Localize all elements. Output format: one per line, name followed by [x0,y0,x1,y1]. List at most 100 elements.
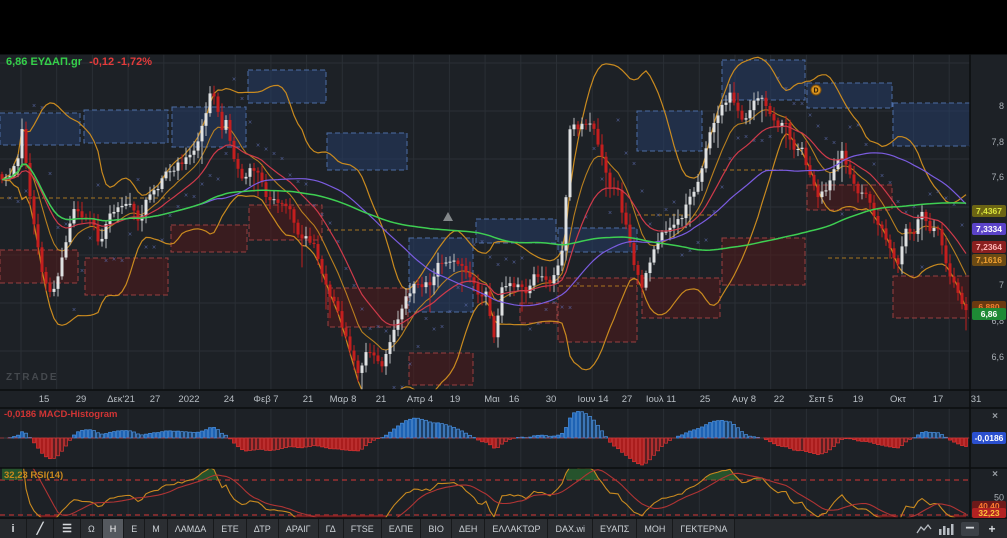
ticker-button-ΑΡΑΙΓ[interactable]: ΑΡΑΙΓ [278,519,319,538]
ticker-button-Η[interactable]: Η [102,519,125,538]
svg-text:×: × [112,257,116,264]
svg-text:6,880: 6,880 [978,302,1000,312]
ticker-button-ΕΛΛΑΚΤΩΡ[interactable]: ΕΛΛΑΚΤΩΡ [485,519,549,538]
ticker-button-FTSE[interactable]: FTSE [343,519,382,538]
svg-text:×: × [152,245,156,252]
svg-text:Μαι: Μαι [484,394,500,405]
svg-text:×: × [648,222,652,229]
svg-text:×: × [488,254,492,261]
svg-text:×: × [16,199,20,206]
svg-text:×: × [280,156,284,163]
svg-text:×: × [440,324,444,331]
ticker-button-ΔΤΡ[interactable]: ΔΤΡ [246,519,279,538]
ticker-button-ΔΕΗ[interactable]: ΔΕΗ [451,519,486,538]
svg-text:×: × [128,231,132,238]
svg-text:×: × [800,101,804,108]
svg-text:×: × [888,180,892,187]
svg-text:×: × [184,193,188,200]
svg-text:×: × [400,384,404,391]
svg-text:×: × [40,105,44,112]
svg-text:×: × [424,316,428,323]
zoom-in-button[interactable]: + [988,521,996,536]
svg-text:27: 27 [150,394,161,405]
svg-text:×: × [456,285,460,292]
svg-text:×: × [408,362,412,369]
svg-text:Απρ 4: Απρ 4 [407,394,433,405]
zones-layer [0,59,970,386]
svg-text:×: × [768,134,772,141]
price-badge-band-mid-value: 7,1616 [972,254,1006,266]
svg-text:Φεβ 7: Φεβ 7 [253,394,278,405]
ticker-button-ΓΕΚΤΕΡΝΑ[interactable]: ΓΕΚΤΕΡΝΑ [673,519,736,538]
svg-text:27: 27 [622,394,633,405]
ticker-button-ΕΤΕ[interactable]: ΕΤΕ [214,519,247,538]
svg-text:×: × [264,147,268,154]
svg-text:×: × [944,196,948,203]
svg-text:×: × [824,136,828,143]
ticker-button-Ε[interactable]: Ε [124,519,146,538]
svg-text:×: × [376,324,380,331]
svg-text:×: × [480,239,484,246]
ticker-button-ΛΑΜΔΑ[interactable]: ΛΑΜΔΑ [167,519,215,538]
svg-text:2022: 2022 [178,394,199,405]
svg-text:×: × [328,220,332,227]
svg-text:×: × [64,222,68,229]
ticker-button-ΕΛΠΕ[interactable]: ΕΛΠΕ [381,519,422,538]
svg-text:×: × [384,329,388,336]
svg-text:×: × [608,210,612,217]
price-axis: 8 7,8 7,6 7 6,8 6,6 50 [991,101,1004,503]
svg-text:8: 8 [999,101,1004,111]
ticker-button-DAX.wi[interactable]: DAX.wi [548,519,593,538]
svg-text:×: × [432,327,436,334]
svg-text:×: × [808,113,812,120]
svg-text:7,1616: 7,1616 [976,255,1002,265]
svg-text:×: × [552,300,556,307]
svg-text:×: × [624,150,628,157]
ticker-button-ΓΔ[interactable]: ΓΔ [318,519,344,538]
macd-layer [0,411,970,466]
line-chart-icon[interactable] [913,519,935,538]
svg-text:×: × [96,183,100,190]
price-badge-last-price-badge: 6,86 [972,308,1006,320]
svg-text:×: × [816,123,820,130]
svg-text:×: × [784,86,788,93]
svg-text:×: × [632,161,636,168]
macd-close-icon[interactable]: × [992,411,998,422]
svg-text:×: × [224,151,228,158]
svg-text:×: × [704,237,708,244]
ticker-button-Μ[interactable]: Μ [145,519,168,538]
rsi-close-icon[interactable]: × [992,469,998,480]
svg-text:Ιουν 14: Ιουν 14 [577,394,608,405]
svg-text:Αυγ 8: Αυγ 8 [732,394,756,405]
svg-text:×: × [616,117,620,124]
svg-text:×: × [472,242,476,249]
svg-text:×: × [576,281,580,288]
svg-text:×: × [928,191,932,198]
svg-text:×: × [248,119,252,126]
svg-text:×: × [688,248,692,255]
indicators-icon[interactable]: ☰ [54,519,81,538]
trendline-icon[interactable]: ╱ [27,519,54,538]
svg-text:×: × [272,151,276,158]
ticker-button-Ω[interactable]: Ω [81,519,103,538]
info-icon[interactable]: i [0,519,27,538]
svg-text:×: × [320,212,324,219]
rsi-value-badge: 32,23 [972,508,1006,518]
svg-text:Ιουλ 11: Ιουλ 11 [646,394,676,405]
zoom-out-button[interactable]: − [961,520,979,537]
svg-text:6,6: 6,6 [991,352,1004,362]
bar-chart-icon[interactable] [935,519,957,538]
svg-text:×: × [32,103,36,110]
svg-text:×: × [856,123,860,130]
svg-text:×: × [776,75,780,82]
candles-layer [0,82,968,390]
svg-text:×: × [464,303,468,310]
ticker-button-ΒΙΟ[interactable]: ΒΙΟ [421,519,452,538]
svg-text:×: × [912,204,916,211]
macd-value-badge: -0,0186 [972,432,1006,444]
svg-text:7,2364: 7,2364 [976,242,1002,252]
ticker-button-ΕΥΑΠΣ[interactable]: ΕΥΑΠΣ [592,519,638,538]
svg-text:×: × [8,195,12,202]
ticker-button-ΜΟΗ[interactable]: ΜΟΗ [637,519,674,538]
